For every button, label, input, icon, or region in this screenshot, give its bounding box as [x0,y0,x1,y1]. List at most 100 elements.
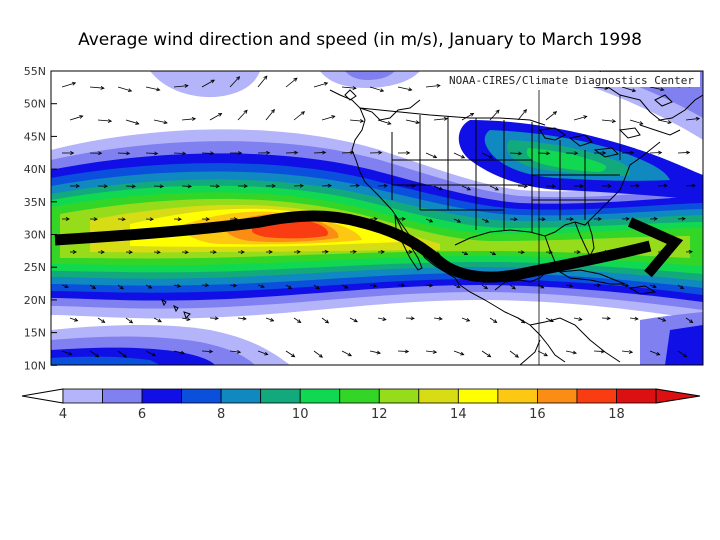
latitude-label: 15N [24,327,46,340]
wind-vector-head [291,353,296,358]
credit-text: NOAA-CIRES/Climate Diagnostics Center [449,74,694,87]
wind-vector-head [271,108,275,114]
wind-vector-head [689,319,694,323]
wind-vector-head [466,317,471,322]
wind-vector [117,350,127,358]
wind-vector-head [428,218,434,223]
wind-vector-head [625,216,630,221]
wind-vector [677,350,687,358]
colorbar-swatch [102,388,143,404]
wind-vector-head [600,349,606,354]
wind-vector-head [411,183,416,188]
wind-vector [489,251,496,255]
wind-vector [453,350,464,356]
wind-vector [461,113,474,121]
wind-vector-head [549,318,554,323]
wind-vector-head [574,151,579,156]
wind-vector [313,350,323,358]
wind-vector-head [177,217,182,222]
wind-vector-head [214,316,219,321]
wind-vector-head [68,351,73,356]
wind-vector-head [401,283,406,288]
wind-vector [117,284,124,290]
wind-vector-head [679,285,685,290]
wind-vector-head [70,151,75,155]
wind-vector [425,85,440,88]
wind-vector-head [131,184,136,189]
wind-vector [453,152,465,159]
wind-vector-head [607,184,612,188]
wind-vector-head [463,251,469,256]
wind-vector [237,109,248,121]
wind-vector [649,86,664,91]
wind-vector [181,317,190,321]
colorbar-swatch [616,388,657,404]
wind-vector-head [212,250,217,255]
wind-vector-head [491,251,497,256]
wind-vector [89,284,96,289]
colorbar-swatch [576,388,617,404]
wind-vector [145,350,156,357]
wind-vector-head [456,284,461,289]
wind-vector [397,350,409,352]
wind-vector-head [154,151,159,156]
wind-vector-head [270,317,275,322]
wind-vector-head [353,318,358,323]
wind-vector-head [98,151,103,156]
wind-vector [125,119,139,125]
wind-vector-head [514,353,520,358]
wind-vector-head [352,86,357,90]
wind-vector [425,152,437,158]
colorbar-label: 6 [138,407,146,422]
wind-vector [369,350,381,354]
colorbar-swatch [141,388,182,404]
wind-vector-head [122,353,127,358]
wind-vector-head [135,121,140,125]
wind-vector [349,317,358,323]
latitude-label: 40N [24,163,46,176]
wind-vector-head [436,83,441,88]
wind-vector [89,86,104,89]
wind-vector [285,350,295,358]
wind-vector [685,317,693,323]
wind-vector [565,284,573,287]
wind-vector-head [215,184,220,189]
wind-vector-head [243,109,248,114]
latitude-label: 10N [24,359,46,372]
wind-vector [229,284,237,287]
wind-vector [201,79,215,88]
wind-vector-head [324,319,330,324]
wind-vector [433,118,448,121]
wind-vector-head [163,120,168,125]
wind-vector-head [119,285,124,290]
wind-vector [481,218,489,223]
colorbar-swatch [457,388,499,404]
wind-vector [201,350,213,352]
map-frame [50,70,704,366]
wind-vector-head [232,283,238,288]
wind-vector-head [95,353,100,358]
wind-vector [677,152,690,154]
wind-vector-head [523,109,527,114]
wind-vector-head [91,285,97,290]
wind-vector-head [157,318,162,323]
wind-vector-head [331,115,336,119]
credit-box: NOAA-CIRES/Climate Diagnostics Center [445,72,700,87]
wind-vector-head [210,151,215,156]
wind-vector-head [103,184,108,189]
wind-vector-head [378,150,383,155]
wind-vector-head [263,75,268,80]
latitude-label: 35N [24,196,46,209]
wind-vector-head [683,353,688,358]
wind-vector [369,284,377,287]
wind-vector-head [483,285,489,290]
reference-lines [538,90,621,365]
wind-vector-head [323,81,329,86]
colorbar-label: 12 [371,407,388,422]
wind-vector [313,82,328,88]
wind-vector-head [191,117,197,121]
wind-vector-head [101,319,106,323]
wind-vector-head [660,87,665,92]
wind-vector-head [401,216,406,221]
